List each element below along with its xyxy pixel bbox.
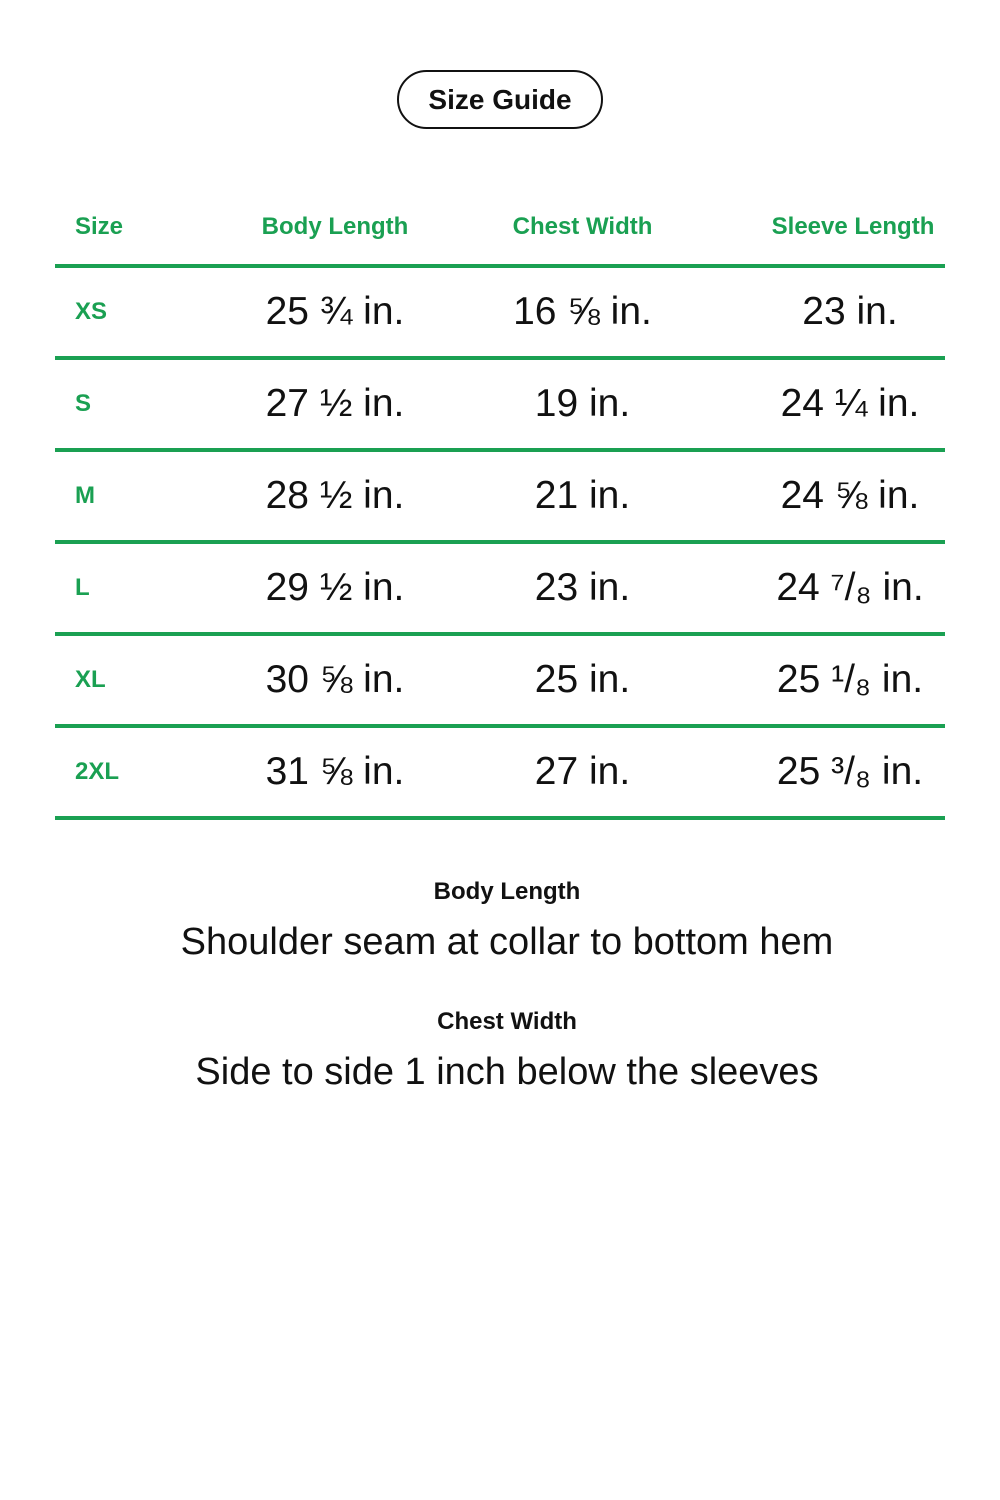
sleeve-length-value: 24 ¼ in. (780, 382, 920, 425)
body-length-value: 28 ½ in. (265, 474, 405, 517)
table-row: S 27 ½ in. 19 in. 24 ¼ in. (55, 360, 945, 452)
chest-width-value: 27 in. (534, 750, 631, 793)
body-length-value: 29 ½ in. (265, 566, 405, 609)
header-sleeve-length: Sleeve Length (771, 213, 935, 240)
body-length-value: 30 ⅝ in. (265, 658, 405, 701)
sleeve-length-value: 25 ³/₈ in. (776, 750, 924, 793)
header-chest-width: Chest Width (512, 213, 653, 240)
chest-width-value: 21 in. (534, 474, 631, 517)
table-row: M 28 ½ in. 21 in. 24 ⅝ in. (55, 452, 945, 544)
size-label: XL (75, 666, 106, 693)
body-length-value: 27 ½ in. (265, 382, 405, 425)
size-label: XS (75, 298, 108, 325)
chest-width-value: 19 in. (534, 382, 631, 425)
sleeve-length-value: 24 ⁷/₈ in. (776, 566, 924, 609)
sleeve-length-value: 24 ⅝ in. (780, 474, 920, 517)
chest-width-value: 16 ⅝ in. (513, 290, 652, 333)
size-guide-title-pill: Size Guide (397, 70, 603, 129)
note-text-body-length: Shoulder seam at collar to bottom hem (180, 921, 834, 963)
size-label: L (75, 574, 90, 601)
size-label: 2XL (75, 758, 120, 785)
body-length-value: 25 ¾ in. (265, 290, 405, 333)
size-label: M (75, 482, 95, 509)
note-label-body-length: Body Length (433, 878, 581, 905)
note-text-chest-width: Side to side 1 inch below the sleeves (195, 1051, 819, 1093)
chest-width-value: 23 in. (534, 566, 631, 609)
header-body-length: Body Length (261, 213, 409, 240)
chest-width-value: 25 in. (534, 658, 631, 701)
sleeve-length-value: 23 in. (802, 290, 898, 333)
table-row: XS 25 ¾ in. 16 ⅝ in. 23 in. (55, 268, 945, 360)
sleeve-length-value: 25 ¹/₈ in. (776, 658, 924, 701)
size-label: S (75, 390, 92, 417)
table-row: 2XL 31 ⅝ in. 27 in. 25 ³/₈ in. (55, 728, 945, 820)
measurement-notes: Body Length Shoulder seam at collar to b… (0, 872, 1000, 1132)
note-label-chest-width: Chest Width (437, 1008, 577, 1035)
title-container: Size Guide (0, 70, 1000, 129)
table-header-row: Size Body Length Chest Width Sleeve Leng… (55, 190, 945, 268)
header-size: Size (75, 213, 124, 240)
body-length-value: 31 ⅝ in. (265, 750, 405, 793)
table-row: L 29 ½ in. 23 in. 24 ⁷/₈ in. (55, 544, 945, 636)
table-row: XL 30 ⅝ in. 25 in. 25 ¹/₈ in. (55, 636, 945, 728)
size-table: Size Body Length Chest Width Sleeve Leng… (55, 190, 945, 820)
